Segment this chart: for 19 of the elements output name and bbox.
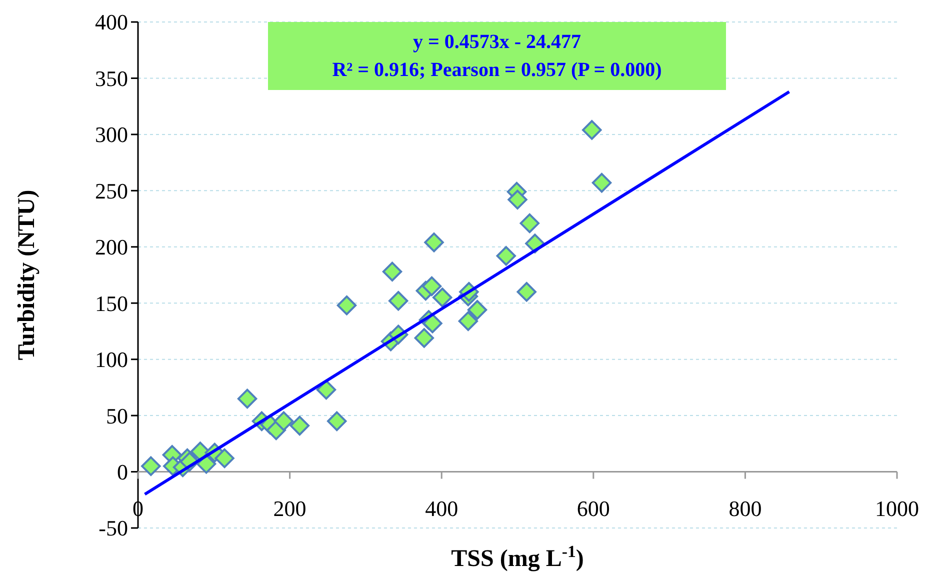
y-tick-label: 150 — [95, 290, 128, 316]
x-tick-label: 800 — [728, 496, 762, 521]
x-axis-title: TSS (mg L$^{-1}$) — [451, 542, 584, 572]
x-tick-label: 600 — [576, 496, 610, 521]
y-tick-label: 250 — [95, 178, 128, 204]
y-tick-label: 50 — [106, 403, 128, 428]
y-tick-label: 100 — [95, 347, 128, 372]
annotation: R² = 0.916; Pearson = 0.957 (P = 0.000) — [332, 59, 662, 81]
x-tick-label: 200 — [273, 496, 306, 521]
x-tick-label: 1000 — [875, 496, 919, 521]
y-tick-label: 350 — [95, 66, 128, 91]
y-tick-label: 400 — [95, 10, 128, 35]
y-tick-label: 300 — [95, 122, 128, 148]
y-tick-label: 0 — [117, 459, 128, 484]
x-tick-label: 400 — [425, 496, 458, 521]
y-tick-label: -50 — [98, 516, 128, 541]
y-tick-label: 200 — [95, 234, 128, 260]
annotation: y = 0.4573x - 24.477 — [412, 31, 582, 53]
y-axis-title: Turbidity (NTU) — [14, 190, 40, 360]
